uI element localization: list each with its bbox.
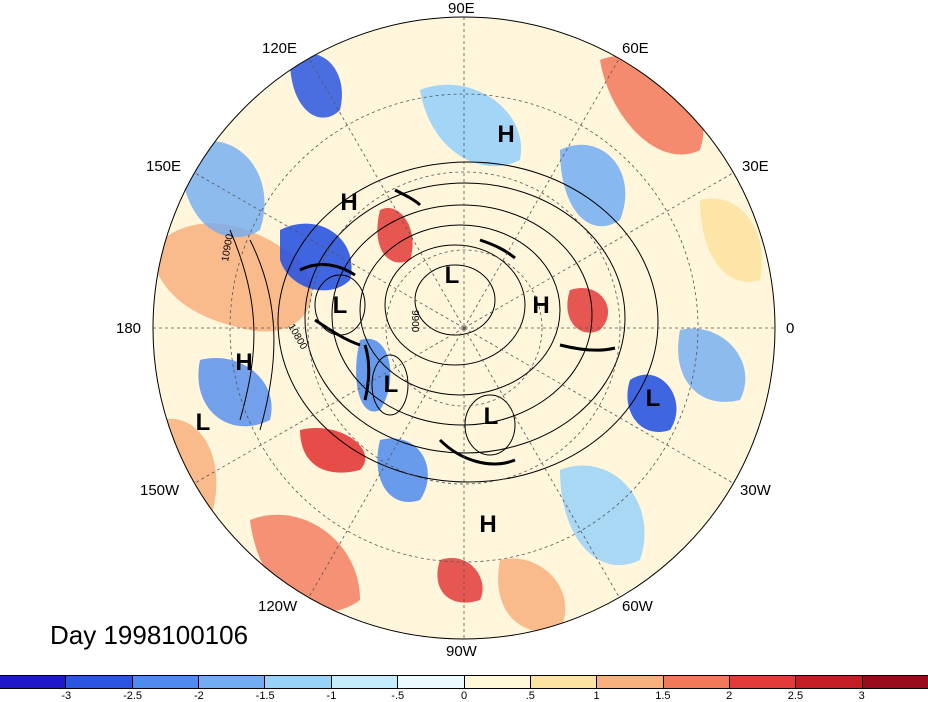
- pressure-low-2: L: [333, 292, 348, 319]
- colorbar-cell: [199, 676, 266, 688]
- colorbar-cell: [132, 676, 200, 688]
- colorbar-tick-label: -1: [326, 690, 337, 702]
- colorbar-cell: [0, 676, 67, 688]
- colorbar-tick-label: -1.5: [255, 690, 275, 702]
- colorbar-tick-label: 2.5: [787, 690, 804, 702]
- colorbar-tick-label: .5: [525, 690, 535, 702]
- lon-label-150e: 150E: [146, 158, 182, 175]
- colorbar-cell: [663, 676, 730, 688]
- colorbar-tick-label: 1.5: [655, 690, 671, 702]
- colorbar-cell: [597, 676, 664, 688]
- colorbar-tick-label: -2.5: [123, 690, 143, 702]
- pressure-high-4: H: [235, 349, 252, 376]
- colorbar-cell: [331, 676, 399, 688]
- pressure-low-6: L: [196, 409, 211, 436]
- pressure-high-2: H: [340, 189, 357, 216]
- lon-label-30w: 30W: [740, 482, 771, 499]
- lon-label-120w: 120W: [258, 598, 298, 615]
- lon-label-60w: 60W: [622, 598, 653, 615]
- colorbar-cell: [464, 676, 531, 688]
- polar-map: H H L H H L L L L H L H 10800 10900 9900: [152, 16, 776, 640]
- pressure-low-4: L: [646, 385, 661, 412]
- lon-label-0: 0: [786, 320, 795, 337]
- colorbar: [0, 675, 928, 689]
- pressure-high-3: H: [532, 292, 549, 319]
- colorbar-cell: [862, 676, 928, 688]
- colorbar-tick-label: -2: [193, 690, 204, 702]
- pressure-high-1: H: [497, 121, 514, 148]
- colorbar-cell: [796, 676, 863, 688]
- colorbar-cell: [530, 676, 598, 688]
- lon-label-120e: 120E: [262, 40, 298, 57]
- lon-label-30e: 30E: [742, 158, 769, 175]
- colorbar-cell: [265, 676, 332, 688]
- pressure-high-5: H: [479, 511, 496, 538]
- colorbar-tick-label: 2: [726, 690, 733, 702]
- lon-label-150w: 150W: [140, 482, 180, 499]
- contour-label-10900: 10900: [220, 233, 236, 263]
- pressure-low-5: L: [484, 403, 499, 430]
- map-boundary: [152, 16, 776, 640]
- colorbar-tick-label: -.5: [391, 690, 405, 702]
- lon-label-180: 180: [116, 320, 142, 337]
- day-title: Day 1998100106: [50, 620, 249, 650]
- lon-label-90e: 90E: [448, 0, 475, 17]
- colorbar-tick-label: 3: [858, 690, 865, 702]
- colorbar-tick-label: 1: [593, 690, 600, 702]
- pressure-low-3: L: [384, 371, 399, 398]
- colorbar-tick-label: -3: [61, 690, 72, 702]
- colorbar-tick-label: 0: [460, 690, 468, 702]
- graticule: [153, 17, 775, 639]
- contour-label-9900: 9900: [409, 310, 420, 333]
- lon-label-60e: 60E: [622, 40, 649, 57]
- colorbar-cell: [66, 676, 133, 688]
- pressure-low-1: L: [445, 262, 460, 289]
- lon-label-90w: 90W: [446, 643, 477, 660]
- colorbar-cell: [398, 676, 465, 688]
- colorbar-cell: [729, 676, 797, 688]
